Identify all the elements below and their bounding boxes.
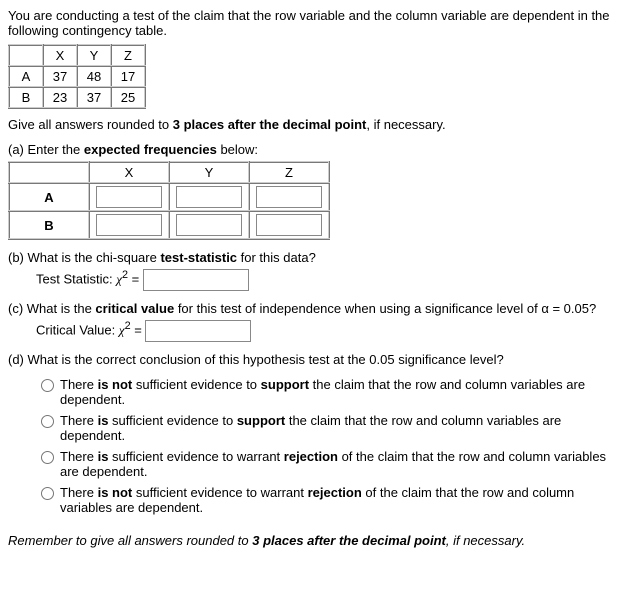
expected-freq-table: X Y Z A B: [8, 161, 330, 240]
ef-col-y: Y: [169, 162, 249, 183]
ct-cell: 37: [43, 66, 77, 87]
part-b-label: (b) What is the chi-square test-statisti…: [8, 250, 626, 265]
ef-input-a-y[interactable]: [176, 186, 242, 208]
conclusion-radio-4[interactable]: [41, 487, 54, 500]
critical-value-input[interactable]: [145, 320, 251, 342]
part-c-label: (c) What is the critical value for this …: [8, 301, 626, 316]
ct-cell: 37: [77, 87, 111, 108]
conclusion-label-2: There is sufficient evidence to support …: [60, 413, 626, 443]
ef-input-b-z[interactable]: [256, 214, 322, 236]
ct-col-x: X: [43, 45, 77, 66]
ct-row-a: A: [9, 66, 43, 87]
ef-col-x: X: [89, 162, 169, 183]
conclusion-options: There is not sufficient evidence to supp…: [36, 377, 626, 515]
conclusion-label-4: There is not sufficient evidence to warr…: [60, 485, 626, 515]
test-statistic-input[interactable]: [143, 269, 249, 291]
ct-cell: 23: [43, 87, 77, 108]
conclusion-radio-2[interactable]: [41, 415, 54, 428]
ef-input-a-x[interactable]: [96, 186, 162, 208]
ef-row-a: A: [9, 183, 89, 211]
part-a-label: (a) Enter the expected frequencies below…: [8, 142, 626, 157]
critical-value-row: Critical Value: χ2 =: [36, 320, 626, 342]
part-d-label: (d) What is the correct conclusion of th…: [8, 352, 626, 367]
ef-input-b-x[interactable]: [96, 214, 162, 236]
ct-cell: 25: [111, 87, 145, 108]
ef-row-b: B: [9, 211, 89, 239]
rounding-instruction: Give all answers rounded to 3 places aft…: [8, 117, 626, 132]
conclusion-label-1: There is not sufficient evidence to supp…: [60, 377, 626, 407]
test-statistic-row: Test Statistic: χ2 =: [36, 269, 626, 291]
conclusion-label-3: There is sufficient evidence to warrant …: [60, 449, 626, 479]
ct-cell: 17: [111, 66, 145, 87]
footer-reminder: Remember to give all answers rounded to …: [8, 533, 626, 548]
conclusion-radio-1[interactable]: [41, 379, 54, 392]
ef-input-a-z[interactable]: [256, 186, 322, 208]
intro-text: You are conducting a test of the claim t…: [8, 8, 626, 38]
conclusion-radio-3[interactable]: [41, 451, 54, 464]
ef-col-z: Z: [249, 162, 329, 183]
ct-row-b: B: [9, 87, 43, 108]
contingency-table: X Y Z A 37 48 17 B 23 37 25: [8, 44, 146, 109]
ct-col-z: Z: [111, 45, 145, 66]
ef-input-b-y[interactable]: [176, 214, 242, 236]
ct-cell: 48: [77, 66, 111, 87]
ct-col-y: Y: [77, 45, 111, 66]
